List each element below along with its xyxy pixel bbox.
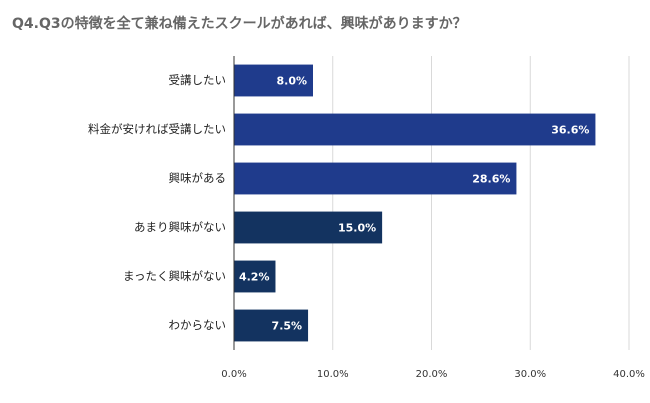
bar (234, 64, 313, 97)
data-label: 7.5% (272, 320, 303, 333)
y-tick-label: あまり興味がない (134, 220, 226, 234)
x-tick-label: 0.0% (221, 369, 246, 380)
data-label: 4.2% (239, 271, 270, 284)
y-tick-label: まったく興味がない (123, 269, 226, 283)
y-tick-label: 興味がある (169, 171, 227, 185)
data-label: 36.6% (551, 124, 589, 137)
x-tick-label: 10.0% (317, 369, 349, 380)
bar (234, 211, 383, 244)
x-tick-label: 20.0% (416, 369, 448, 380)
data-label: 8.0% (276, 75, 307, 88)
bar (234, 260, 276, 293)
data-label: 28.6% (472, 173, 510, 186)
bar (234, 162, 517, 195)
chart-title: Q4.Q3の特徴を全て兼ね備えたスクールがあれば、興味がありますか？ (12, 15, 467, 32)
data-label: 15.0% (338, 222, 376, 235)
x-tick-label: 30.0% (514, 369, 546, 380)
bar (234, 113, 596, 146)
y-tick-label: わからない (169, 318, 227, 332)
x-tick-label: 40.0% (613, 369, 645, 380)
y-tick-label: 受講したい (169, 73, 227, 87)
y-tick-label: 料金が安ければ受講したい (88, 122, 226, 136)
bar (234, 309, 309, 342)
